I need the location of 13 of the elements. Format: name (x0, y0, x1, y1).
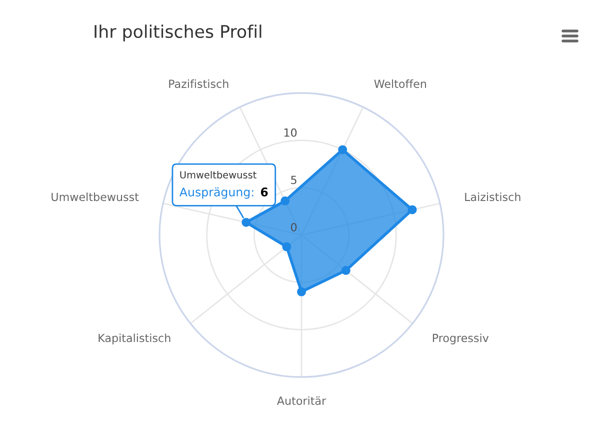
category-label: Umweltbewusst (52, 192, 139, 202)
spoke-label: Umweltbewusst (180, 170, 256, 178)
chart-title: Ihr politisches Profil (94, 24, 262, 42)
spoke-label: Weltoffen (374, 79, 426, 88)
y-tick-label: 0 (290, 223, 297, 232)
text: Ausprägung: 6 (180, 187, 268, 199)
spoke-label: Progressiv (432, 334, 489, 344)
spoke-label: Pazifistisch (169, 79, 228, 88)
spoke-label: Kapitalistisch (98, 334, 170, 344)
y-tick-label: 10 (284, 128, 297, 137)
spoke-label: Laizistisch (465, 192, 520, 202)
y-tick-label: 5 (291, 176, 296, 184)
spoke-label: Autoritär (276, 396, 326, 405)
